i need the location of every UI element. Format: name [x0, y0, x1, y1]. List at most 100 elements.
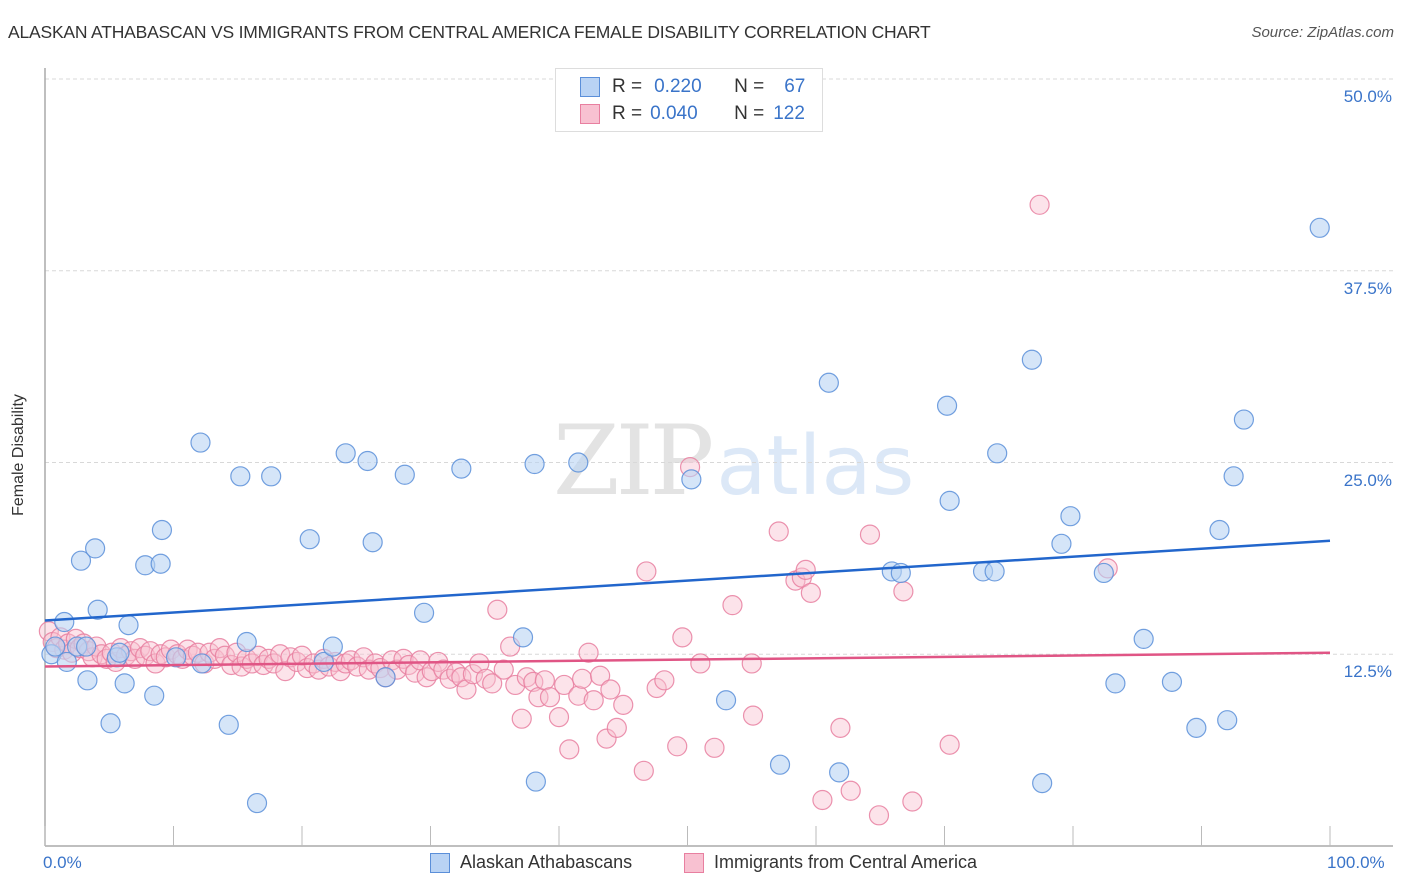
- series-alaskan-athabascans: [41, 217, 1330, 814]
- y-tick-label: 37.5%: [1343, 278, 1392, 298]
- data-point: [76, 636, 97, 657]
- r-label: R =: [612, 103, 643, 124]
- data-point: [118, 615, 139, 636]
- legend-item-alaskan-athabascans[interactable]: Alaskan Athabascans: [430, 852, 632, 873]
- y-tick-label: 50.0%: [1343, 87, 1392, 106]
- data-point: [487, 599, 508, 620]
- data-point: [469, 653, 490, 674]
- data-point: [646, 677, 667, 699]
- data-point: [590, 665, 611, 686]
- data-point: [742, 705, 764, 726]
- data-point: [672, 627, 693, 648]
- data-point: [722, 595, 743, 616]
- data-point: [769, 754, 791, 775]
- data-point: [534, 670, 555, 691]
- stats-row-alaskan-athabascans: R = 0.220 N = 67: [580, 75, 805, 99]
- data-point: [85, 538, 106, 559]
- data-point: [525, 771, 546, 792]
- data-point: [812, 789, 833, 811]
- data-point: [1161, 671, 1183, 692]
- data-point: [654, 670, 675, 691]
- data-point: [322, 636, 343, 657]
- data-point: [667, 736, 688, 757]
- legend-label: Immigrants from Central America: [714, 852, 978, 872]
- n-value: 67: [784, 76, 806, 97]
- pink-swatch-icon: [580, 104, 600, 124]
- trend-lines: [44, 539, 1331, 668]
- blue-swatch-icon: [580, 77, 600, 97]
- data-point: [554, 674, 575, 696]
- data-point: [902, 791, 923, 812]
- data-point: [45, 636, 66, 657]
- data-point: [987, 443, 1008, 464]
- trend-line-alaskan-athabascans: [44, 539, 1331, 622]
- data-point: [100, 713, 121, 734]
- data-point: [1233, 409, 1255, 430]
- pink-swatch-icon: [684, 852, 704, 873]
- data-point: [190, 432, 211, 453]
- data-point: [1021, 349, 1042, 370]
- data-point: [362, 532, 383, 553]
- data-point: [165, 647, 187, 668]
- data-point: [511, 708, 532, 729]
- data-point: [578, 642, 599, 663]
- data-point: [246, 792, 268, 814]
- data-point: [829, 762, 850, 783]
- data-point: [548, 707, 570, 728]
- data-point: [524, 453, 545, 475]
- data-point: [375, 667, 396, 688]
- data-point: [1209, 519, 1230, 541]
- n-label: N =: [734, 103, 765, 124]
- stats-legend: R = 0.220 N = 67 R = 0.040 N = 122: [555, 68, 823, 132]
- data-point: [1029, 194, 1050, 215]
- data-point: [1093, 562, 1114, 584]
- data-point: [87, 599, 108, 620]
- data-point: [572, 668, 593, 689]
- trend-line-immigrants-central-america: [44, 651, 1331, 668]
- data-point: [1223, 466, 1244, 487]
- blue-swatch-icon: [430, 852, 450, 873]
- data-point: [54, 611, 75, 633]
- data-point: [313, 651, 334, 673]
- x-tick-label-min: 0.0%: [43, 853, 82, 872]
- axes: [44, 68, 1393, 847]
- n-value: 122: [773, 103, 805, 124]
- data-point: [606, 717, 627, 738]
- data-point: [939, 734, 960, 755]
- n-label: N =: [734, 76, 765, 97]
- data-point: [939, 490, 960, 511]
- data-point: [559, 739, 580, 760]
- data-point: [299, 529, 320, 550]
- data-point: [394, 464, 415, 485]
- series-immigrants-central-america: [38, 194, 1118, 826]
- data-point: [596, 728, 617, 749]
- data-point: [512, 627, 534, 648]
- x-tick-label-max: 100.0%: [1327, 853, 1385, 872]
- data-point: [600, 679, 621, 700]
- data-point: [633, 760, 654, 781]
- r-value: 0.040: [650, 103, 698, 124]
- y-tick-label: 12.5%: [1343, 662, 1392, 682]
- data-point: [741, 653, 762, 674]
- legend-item-immigrants-central-america[interactable]: Immigrants from Central America: [684, 852, 977, 873]
- data-point: [1186, 717, 1207, 738]
- data-point: [984, 561, 1005, 582]
- stats-row-immigrants-central-america: R = 0.040 N = 122: [580, 102, 805, 126]
- data-point: [456, 679, 477, 700]
- data-point: [451, 667, 472, 688]
- data-point: [261, 466, 282, 487]
- legend-label: Alaskan Athabascans: [460, 852, 633, 872]
- data-point: [636, 561, 657, 582]
- data-point: [1060, 506, 1081, 527]
- data-point: [613, 694, 634, 715]
- data-point: [151, 519, 173, 541]
- data-point: [1309, 217, 1330, 238]
- data-point: [568, 685, 589, 706]
- data-point: [800, 582, 821, 603]
- data-point: [681, 469, 702, 490]
- r-value: 0.220: [654, 76, 702, 97]
- data-point: [357, 450, 378, 472]
- data-point: [840, 780, 861, 801]
- data-point: [830, 717, 851, 738]
